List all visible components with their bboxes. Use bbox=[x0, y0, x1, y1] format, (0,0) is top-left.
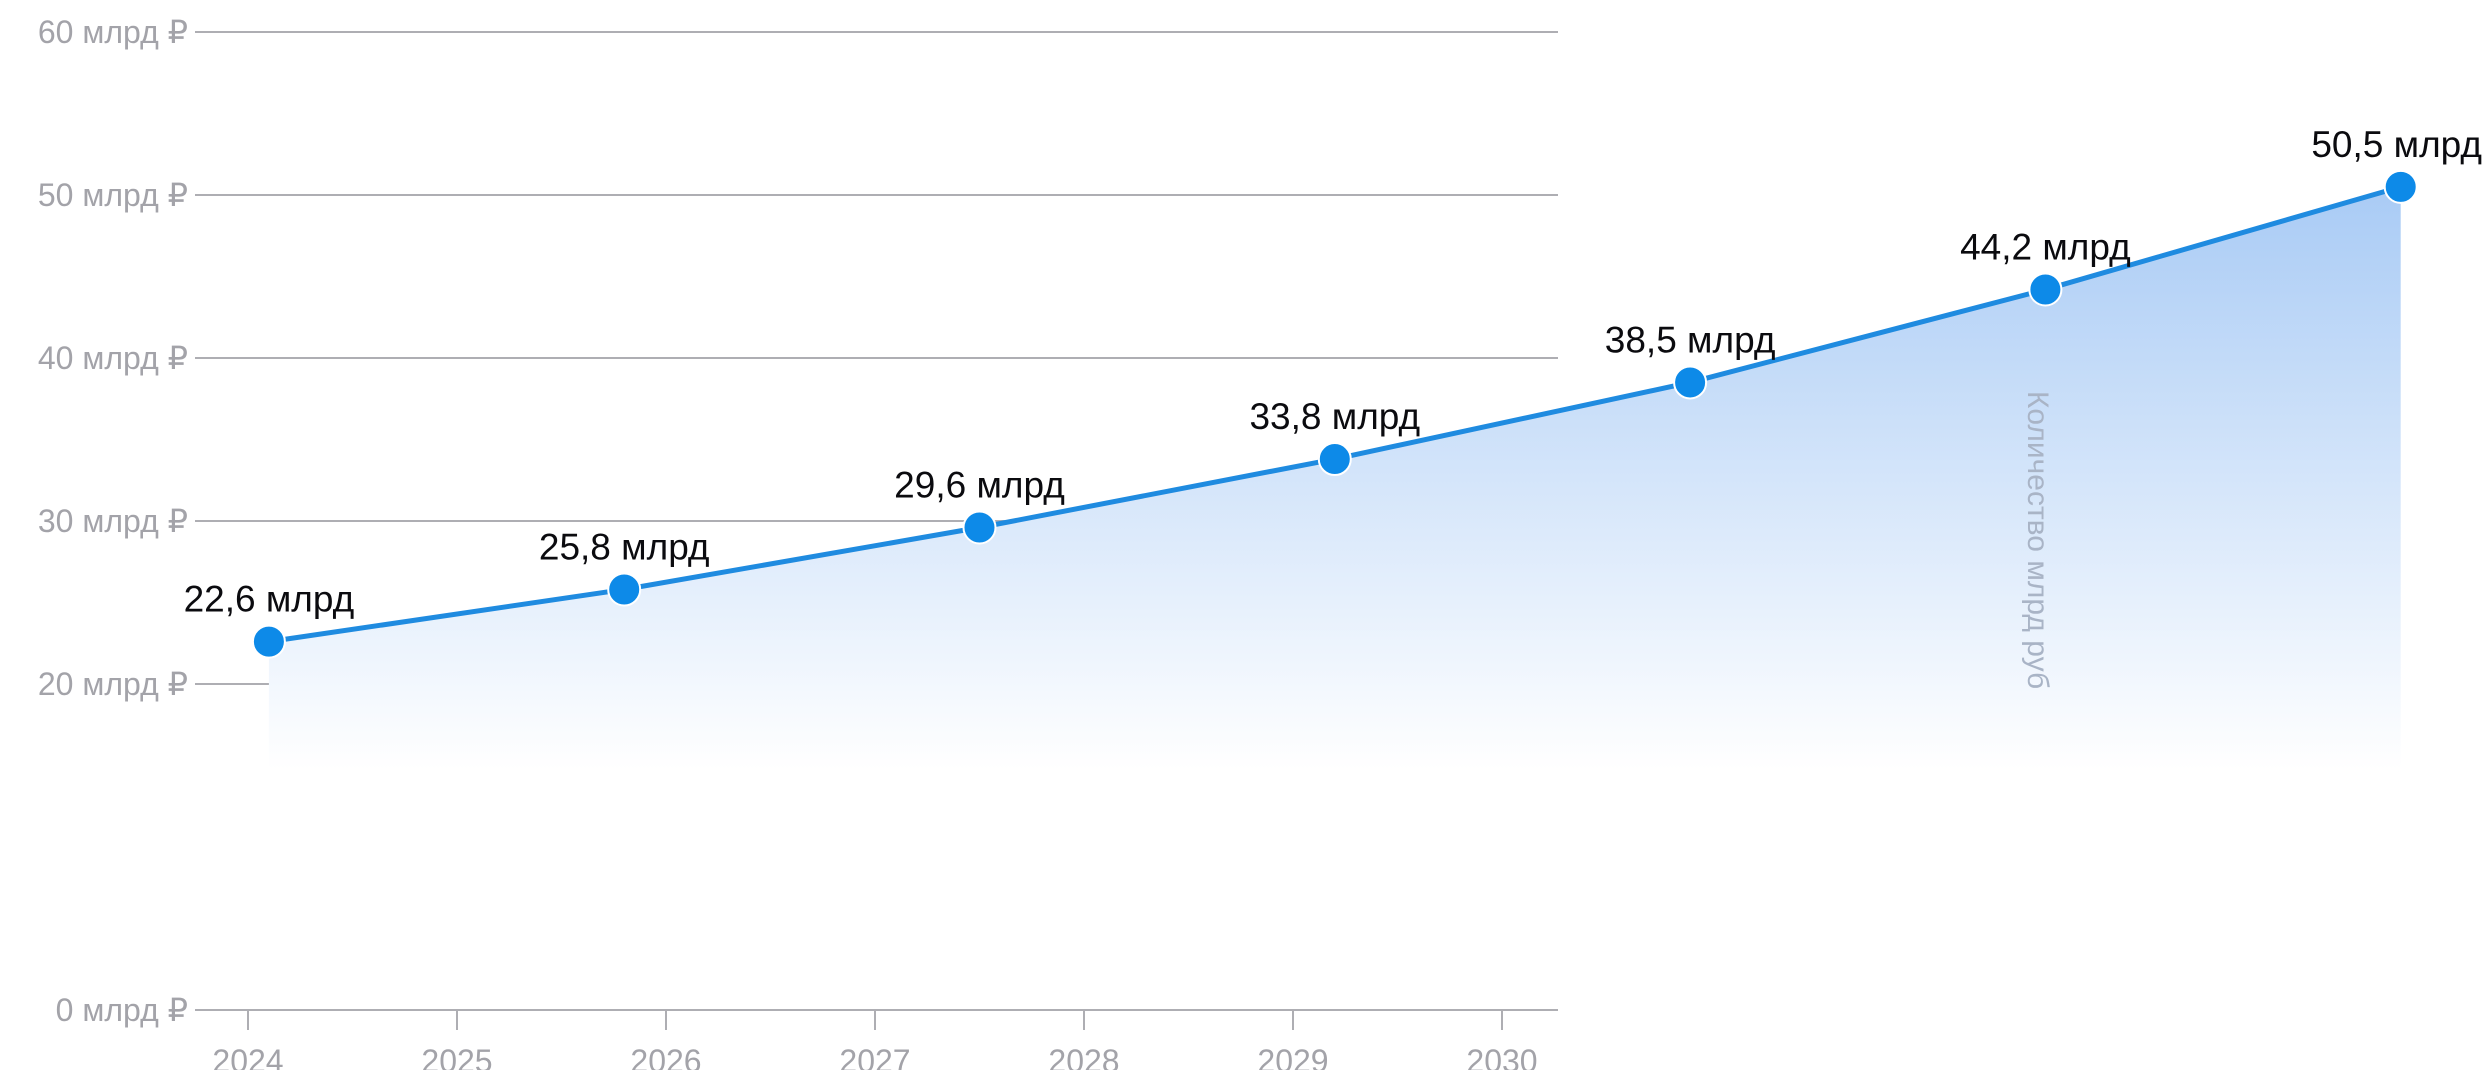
x-tick-label: 2025 bbox=[421, 1043, 492, 1070]
y-tick-label: 20 млрд ₽ bbox=[38, 666, 188, 702]
axis-layer: 0 млрд ₽ 20 млрд ₽ 30 млрд ₽ 40 млрд ₽ 50 мл… bbox=[38, 14, 1558, 1070]
data-label: 33,8 млрд bbox=[1249, 396, 1420, 437]
x-tick-label: 2029 bbox=[1257, 1043, 1328, 1070]
data-point bbox=[2383, 169, 2418, 204]
y-axis-title: Количество млрд руб bbox=[2021, 391, 2054, 689]
area-layer bbox=[268, 186, 2401, 771]
label-layer: 22,6 млрд 25,8 млрд 29,6 млрд 33,8 млрд 38,5… bbox=[184, 124, 2482, 620]
x-tick-label: 2027 bbox=[839, 1043, 910, 1070]
y-tick-label: 30 млрд ₽ bbox=[38, 503, 188, 539]
data-point bbox=[607, 572, 642, 607]
data-point bbox=[2028, 272, 2063, 307]
series-area bbox=[268, 186, 2401, 771]
data-point bbox=[251, 624, 286, 659]
data-point bbox=[1317, 442, 1352, 477]
y-tick-label: 40 млрд ₽ bbox=[38, 340, 188, 376]
y-tick-label: 0 млрд ₽ bbox=[56, 992, 188, 1028]
data-label: 44,2 млрд bbox=[1960, 227, 2131, 268]
point-layer bbox=[251, 169, 2418, 659]
data-label: 22,6 млрд bbox=[184, 579, 355, 620]
data-label: 38,5 млрд bbox=[1605, 319, 1776, 360]
data-point bbox=[1673, 365, 1708, 400]
x-tick-label: 2024 bbox=[212, 1043, 283, 1070]
x-tick-label: 2028 bbox=[1048, 1043, 1119, 1070]
x-tick-label: 2026 bbox=[630, 1043, 701, 1070]
y-tick-label: 50 млрд ₽ bbox=[38, 177, 188, 213]
x-tick-label: 2030 bbox=[1466, 1043, 1537, 1070]
data-label: 25,8 млрд bbox=[539, 526, 710, 567]
data-label: 29,6 млрд bbox=[894, 465, 1065, 506]
data-point bbox=[962, 510, 997, 545]
data-label: 50,5 млрд bbox=[2311, 124, 2482, 165]
y-tick-label: 60 млрд ₽ bbox=[38, 14, 188, 50]
